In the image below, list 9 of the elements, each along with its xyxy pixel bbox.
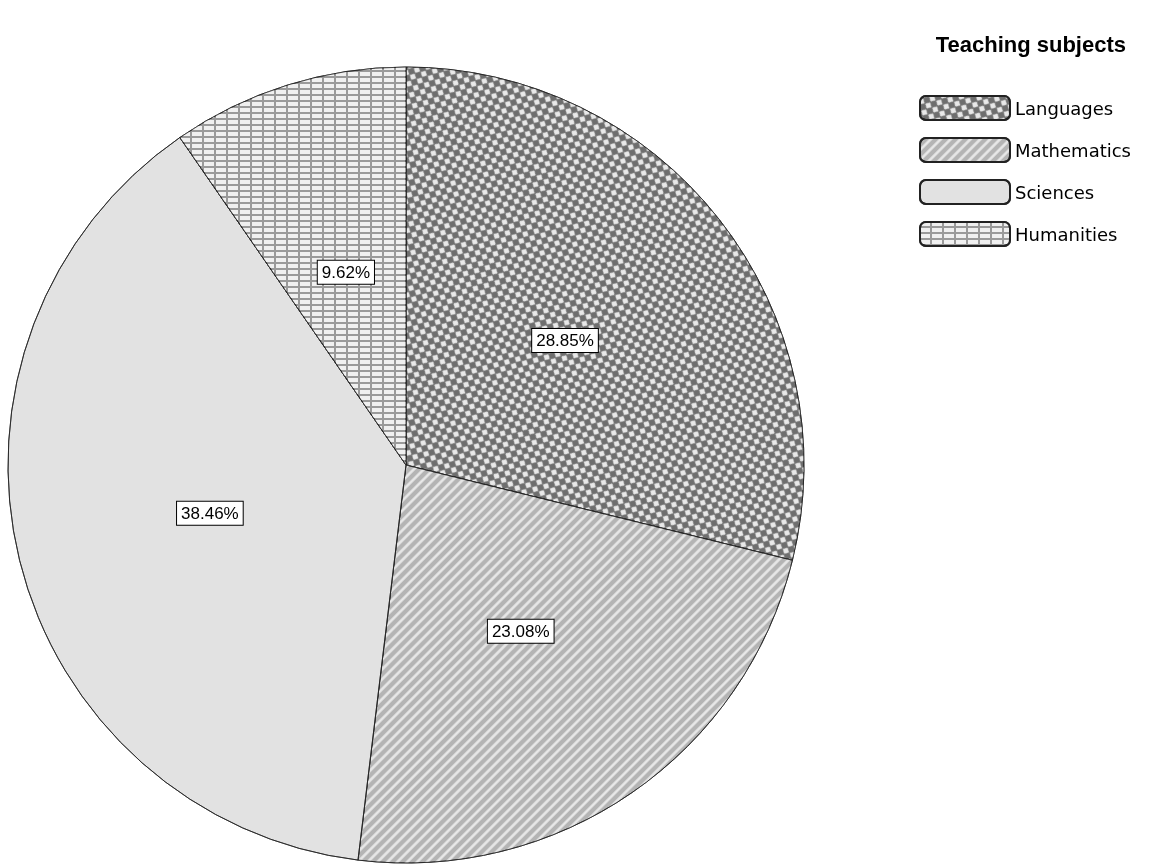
legend-label: Humanities — [1015, 223, 1118, 245]
data-label: 9.62% — [321, 262, 370, 282]
legend-label: Languages — [1015, 97, 1114, 119]
data-label: 23.08% — [491, 621, 550, 641]
data-label: 28.85% — [536, 330, 594, 350]
data-label: 38.46% — [181, 503, 239, 523]
legend-label: Mathematics — [1015, 139, 1131, 161]
legend-title: Teaching subjects — [935, 31, 1126, 57]
legend-label: Sciences — [1015, 181, 1095, 203]
